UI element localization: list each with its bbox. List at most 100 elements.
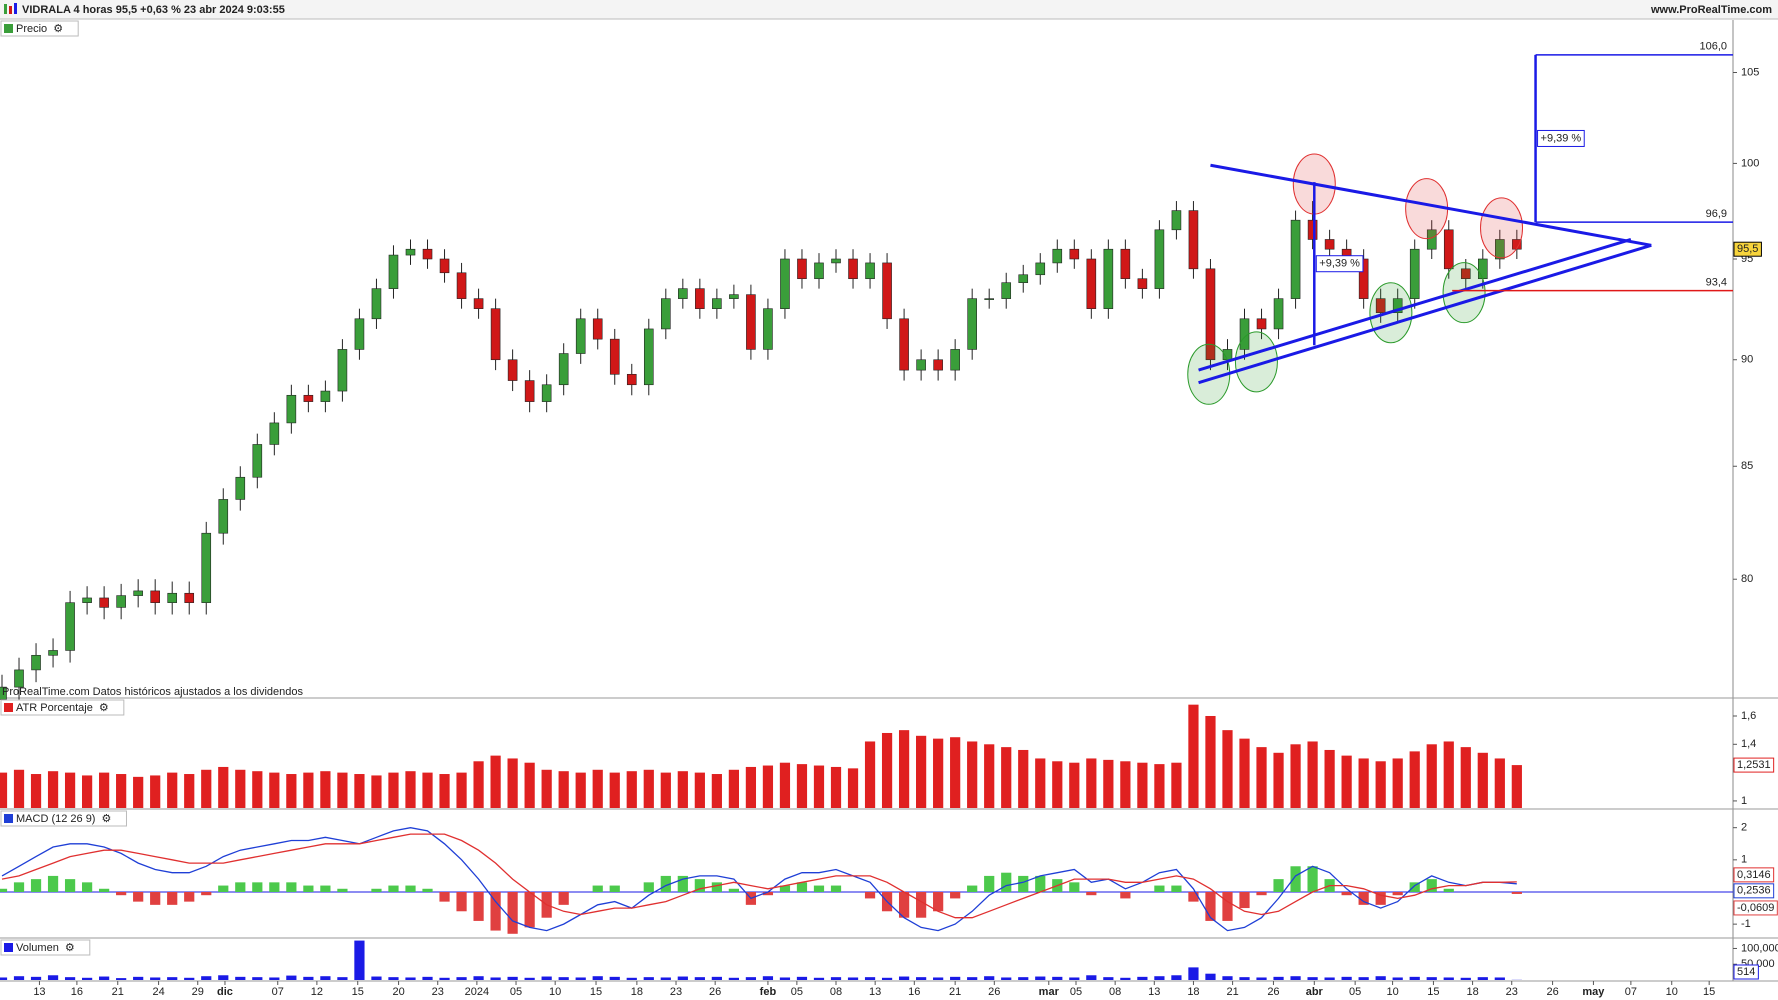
- bar: [847, 768, 859, 808]
- candle-body: [746, 294, 756, 350]
- x-tick-label: 16: [71, 986, 83, 998]
- bar: [524, 977, 535, 980]
- x-tick-label: 23: [432, 986, 444, 998]
- histogram-bar: [388, 885, 399, 892]
- bar: [507, 976, 518, 980]
- histogram-bar: [558, 891, 569, 905]
- bar: [677, 771, 688, 808]
- x-tick-label: 26: [1546, 986, 1558, 998]
- x-tick-label: 13: [1148, 986, 1160, 998]
- bar: [694, 977, 705, 980]
- y-tick-label: 100,000: [1741, 942, 1778, 954]
- histogram-bar: [337, 888, 348, 892]
- bar: [711, 774, 722, 808]
- histogram-bar: [1290, 866, 1301, 892]
- histogram-bar: [694, 879, 705, 892]
- x-tick-label: 07: [272, 986, 284, 998]
- bar: [796, 976, 808, 980]
- histogram-bar: [1426, 879, 1437, 892]
- trendline: [1210, 163, 1652, 247]
- x-tick-label: 23: [670, 986, 682, 998]
- level-label: 106,0: [1699, 41, 1727, 53]
- pane-title-box: [0, 20, 79, 37]
- candle-body: [490, 308, 501, 361]
- candle-body: [184, 592, 195, 603]
- bar: [1341, 755, 1352, 808]
- bar: [235, 976, 246, 980]
- x-tick-label: 20: [392, 986, 404, 998]
- bar: [99, 772, 110, 808]
- bar: [0, 977, 8, 980]
- histogram-bar: [320, 885, 331, 892]
- candle-body: [82, 597, 92, 603]
- histogram-bar: [864, 891, 876, 899]
- candle-body: [916, 359, 926, 371]
- level-label: 93,4: [1706, 277, 1727, 289]
- candle-body: [950, 349, 960, 371]
- candle-body: [303, 394, 314, 402]
- histogram-bar: [1409, 882, 1420, 892]
- bar: [1256, 977, 1267, 980]
- histogram-bar: [1392, 891, 1403, 896]
- pane-title-icon: ⚙: [65, 942, 75, 954]
- candle-body: [337, 349, 348, 392]
- bar: [933, 977, 944, 980]
- current-value-box: [1733, 900, 1778, 916]
- bar: [47, 975, 59, 980]
- candle-body: [405, 248, 416, 256]
- bar: [371, 775, 382, 808]
- bar: [864, 977, 876, 980]
- pane-title-icon: ⚙: [53, 23, 63, 35]
- histogram-bar: [609, 885, 620, 892]
- bar: [1290, 744, 1301, 808]
- bar: [728, 769, 739, 808]
- candle-body: [150, 590, 160, 603]
- x-tick-label: 07: [1625, 986, 1637, 998]
- bar: [456, 977, 467, 980]
- candle-body: [1205, 268, 1216, 361]
- candle-body: [797, 258, 807, 280]
- bar: [133, 976, 144, 980]
- histogram-bar: [1188, 891, 1199, 902]
- histogram-bar: [133, 891, 144, 902]
- bar: [456, 772, 467, 808]
- bar: [728, 977, 739, 980]
- histogram-bar: [1256, 891, 1267, 896]
- histogram-bar: [167, 891, 178, 905]
- bar: [64, 772, 76, 808]
- candle-body: [865, 262, 875, 280]
- histogram-bar: [711, 882, 722, 892]
- x-tick-label: 18: [631, 986, 643, 998]
- candle-body: [0, 686, 7, 700]
- current-value-label: 0,2536: [1737, 885, 1771, 897]
- candle-body: [1171, 210, 1182, 231]
- bar: [1086, 975, 1097, 980]
- bar: [1426, 744, 1437, 808]
- bar: [898, 730, 910, 808]
- candle-body: [1307, 219, 1318, 240]
- bar: [303, 976, 314, 980]
- bar: [116, 978, 127, 980]
- candle-body: [1358, 258, 1369, 299]
- bar: [1188, 967, 1199, 980]
- header-site[interactable]: www.ProRealTime.com: [1650, 4, 1772, 16]
- histogram-bar: [592, 885, 603, 892]
- y-tick-label: 2: [1741, 822, 1747, 834]
- bar: [1137, 976, 1148, 980]
- candle-body: [763, 308, 773, 350]
- candle-body: [609, 338, 620, 375]
- trendline: [1198, 243, 1652, 385]
- bar: [30, 976, 42, 980]
- histogram-bar: [1341, 891, 1352, 896]
- histogram-bar: [405, 885, 416, 892]
- bar: [1511, 765, 1522, 808]
- x-tick-label: 21: [112, 986, 124, 998]
- histogram-bar: [13, 882, 25, 892]
- bar: [1018, 977, 1029, 980]
- histogram-bar: [507, 891, 518, 934]
- bar: [779, 762, 791, 808]
- bar: [337, 772, 348, 808]
- candle-body: [507, 359, 518, 381]
- y-tick-label: 1: [1741, 854, 1747, 866]
- candle-body: [678, 288, 688, 299]
